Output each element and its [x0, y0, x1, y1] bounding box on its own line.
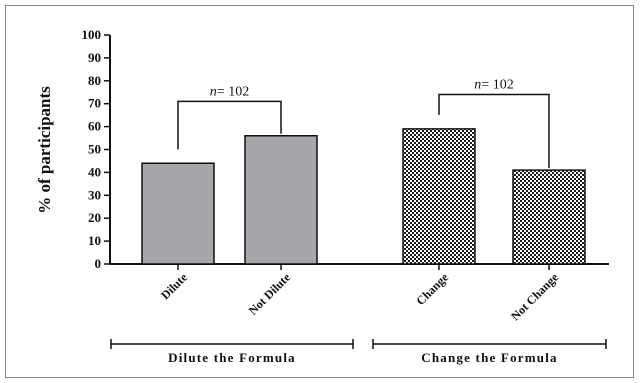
- y-tick-label: 100: [82, 27, 102, 42]
- y-tick-label: 80: [88, 73, 101, 88]
- y-tick-label: 40: [88, 164, 101, 179]
- significance-bracket: [177, 100, 282, 150]
- y-tick-label: 0: [95, 256, 102, 271]
- y-tick-label: 50: [88, 142, 101, 157]
- y-tick-label: 90: [88, 50, 101, 65]
- bar: [512, 169, 586, 265]
- bar: [244, 135, 318, 265]
- sample-size-annotation: n= 102: [474, 78, 513, 93]
- sample-size-annotation: n= 102: [210, 84, 249, 99]
- x-tick-label: Change: [413, 270, 451, 308]
- y-axis-label: % of participants: [35, 86, 54, 214]
- y-tick-label: 10: [88, 233, 101, 248]
- x-tick-label: Dilute: [158, 270, 191, 303]
- y-tick-label: 70: [88, 96, 101, 111]
- y-tick-label: 60: [88, 119, 101, 134]
- x-tick-label: Not Change: [508, 270, 562, 324]
- bar: [141, 162, 215, 265]
- y-tick-label: 20: [88, 210, 101, 225]
- bar: [402, 128, 476, 265]
- y-tick-label: 30: [88, 187, 101, 202]
- x-tick-label: Not Dilute: [246, 270, 294, 318]
- group-label: Change the Formula: [421, 350, 557, 365]
- group-label: Dilute the Formula: [168, 350, 296, 365]
- significance-bracket: [438, 93, 550, 169]
